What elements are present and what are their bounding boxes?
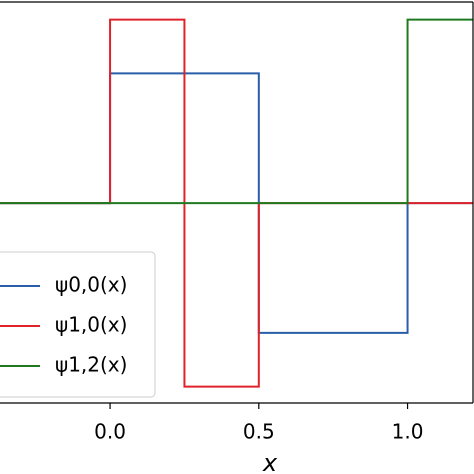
x-axis-label: x [262,449,278,474]
x-tick-label: 0.0 [94,420,126,444]
x-tick-label: 0.5 [243,420,275,444]
legend-label: ψ0,0(x) [55,273,127,297]
plot-area [0,18,473,388]
legend-label: ψ1,2(x) [55,353,127,377]
legend-box [0,251,156,398]
legend: ψ0,0(x) ψ1,0(x) ψ1,2(x) [0,251,156,398]
x-tick-label: 1.0 [392,420,424,444]
series-line [0,18,473,205]
legend-label: ψ1,0(x) [55,313,127,337]
